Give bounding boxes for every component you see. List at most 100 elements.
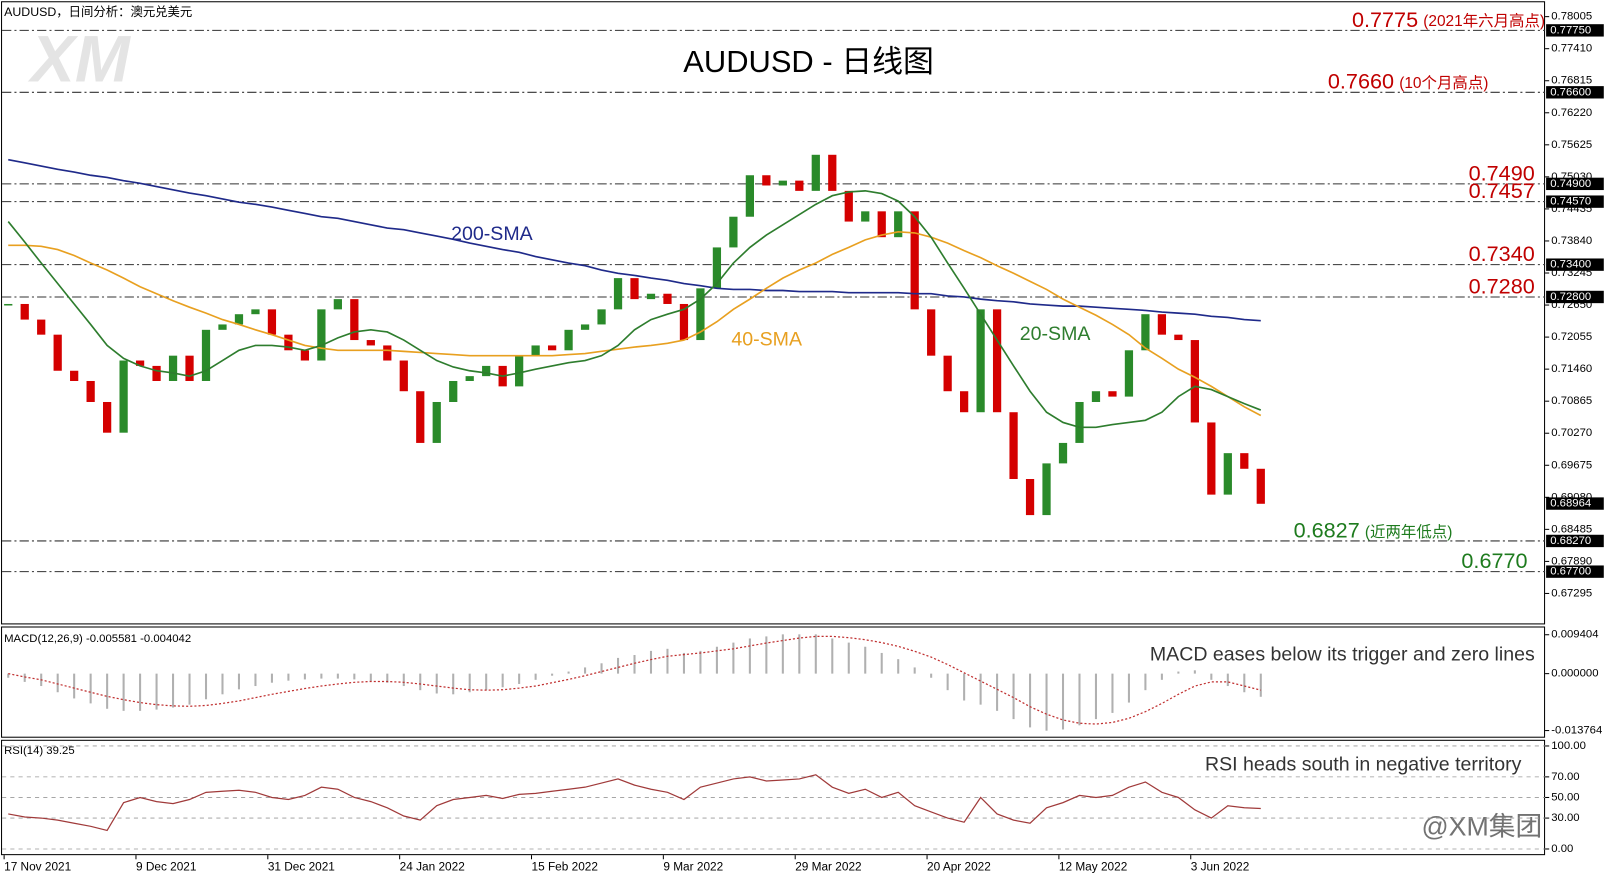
logo: XM (27, 21, 132, 95)
macd-bar (1144, 673, 1147, 691)
macd-bar (237, 673, 241, 690)
signal-line (8, 635, 1261, 725)
macd-bar (139, 673, 142, 711)
sma-label: 200-SMA (451, 223, 533, 245)
macd-title: MACD(12,26,9) -0.005581 -0.004042 (4, 633, 191, 645)
level-note: (近两年低点) (1365, 523, 1452, 541)
y-tick-label: 0.76220 (1551, 107, 1592, 119)
macd-bar (584, 667, 587, 674)
macd-bar (617, 657, 620, 674)
macd-bar (303, 673, 306, 680)
macd-bar (1078, 673, 1081, 726)
macd-bar (765, 636, 768, 674)
candle (317, 309, 326, 361)
candle (465, 376, 474, 381)
candle (20, 303, 29, 320)
level-annotation: 0.7340 (1469, 241, 1535, 266)
macd-bar (485, 673, 488, 691)
y-tick-label: 70.00 (1551, 771, 1579, 783)
macd-bar (798, 634, 801, 674)
macd-bar (534, 673, 537, 680)
macd-bar (73, 673, 76, 699)
candle (350, 299, 359, 341)
macd-bar (946, 673, 949, 691)
level-box (1546, 195, 1604, 208)
candle (86, 380, 95, 402)
level-annotation: 0.7660 (1328, 69, 1394, 94)
candle (300, 350, 310, 361)
rsi-line (8, 774, 1261, 832)
macd-bar (1029, 673, 1032, 728)
x-tick-label: 31 Dec 2021 (268, 860, 335, 874)
candle (1141, 314, 1150, 351)
candle (1190, 340, 1199, 423)
macd-bar (1160, 673, 1163, 680)
level-label: 0.77750 (1550, 24, 1591, 36)
candle (234, 314, 244, 325)
level-label: 0.72800 (1550, 291, 1591, 303)
level-box (1546, 86, 1604, 99)
level-label: 0.73400 (1550, 259, 1591, 271)
last-price-label: 0.68964 (1550, 498, 1591, 510)
macd-bar (56, 673, 59, 693)
macd-bar (1094, 673, 1098, 720)
macd-bar (254, 673, 257, 687)
y-tick-label: 50.00 (1551, 791, 1579, 803)
macd-bar (221, 673, 224, 695)
candle (53, 334, 62, 371)
macd-bar (996, 673, 999, 711)
macd-bar (468, 673, 471, 693)
candle (482, 365, 491, 377)
candle (795, 180, 804, 191)
macd-bar (1259, 673, 1262, 697)
candle (119, 360, 128, 433)
candle (597, 309, 606, 325)
candle (564, 329, 573, 351)
level-annotation: 0.7775 (1352, 7, 1418, 32)
level-note: (2021年六月高点) (1423, 12, 1545, 30)
sma-label: 40-SMA (731, 328, 803, 350)
level-box (1546, 565, 1604, 578)
candle (712, 247, 722, 289)
macd-bar (155, 673, 158, 710)
y-tick-label: 0.00 (1551, 843, 1573, 855)
macd-bar (501, 673, 504, 688)
y-tick-label: 0.78005 (1551, 11, 1592, 23)
y-tick-label: 30.00 (1551, 812, 1579, 824)
candle (4, 303, 13, 306)
candle (547, 345, 557, 351)
candle (416, 391, 425, 443)
candle (1223, 453, 1232, 495)
candle (267, 309, 277, 335)
level-label: 0.74570 (1550, 196, 1591, 208)
candle (201, 329, 211, 381)
candle (696, 288, 705, 341)
x-tick-label: 9 Dec 2021 (136, 860, 197, 874)
macd-bar (831, 638, 834, 674)
candle (960, 391, 969, 413)
macd-bar (847, 642, 850, 674)
candle (1058, 442, 1068, 464)
y-tick-label: 0.76815 (1551, 75, 1592, 87)
macd-bar (287, 673, 290, 681)
sma-line (7, 190, 1262, 429)
y-tick-label: 0.009404 (1551, 629, 1598, 641)
candle (1042, 463, 1051, 516)
macd-bar (567, 671, 570, 674)
macd-bar (172, 673, 175, 708)
x-tick-label: 24 Jan 2022 (400, 860, 465, 874)
level-note: (10个月高点) (1399, 74, 1488, 92)
candle (218, 324, 227, 330)
candle (135, 360, 145, 366)
candle (284, 334, 293, 351)
macd-bar (369, 673, 372, 682)
candle (762, 175, 771, 186)
last-price-box (1546, 497, 1604, 510)
candle (811, 154, 820, 191)
y-tick-label: 0.67295 (1551, 587, 1592, 599)
y-tick-label: 0.72055 (1551, 331, 1592, 343)
candle (927, 309, 936, 356)
candle (515, 355, 524, 387)
macd-annotation: MACD eases below its trigger and zero li… (1150, 643, 1535, 665)
